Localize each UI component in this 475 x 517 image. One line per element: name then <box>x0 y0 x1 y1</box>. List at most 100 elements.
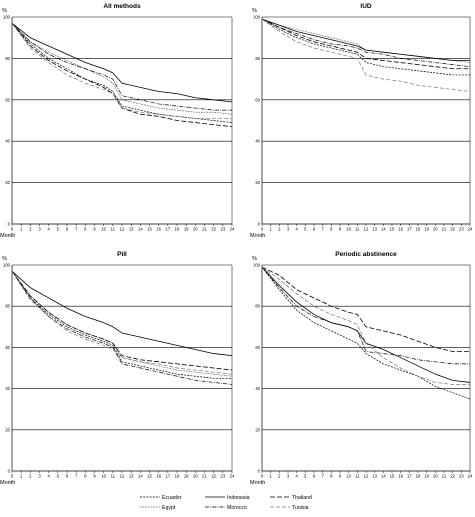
y-axis-label: % <box>2 256 7 262</box>
x-tick-label: 3 <box>287 474 290 479</box>
legend-label: Thailand <box>292 495 312 501</box>
x-tick-label: 4 <box>47 474 50 479</box>
x-tick-label: 3 <box>38 474 41 479</box>
y-tick-label: 100 <box>3 263 11 268</box>
x-tick-label: 14 <box>138 227 143 232</box>
x-tick-label: 14 <box>381 474 386 479</box>
x-axis-label: Month <box>0 233 15 239</box>
x-tick-label: 9 <box>339 474 342 479</box>
x-tick-label: 12 <box>364 227 369 232</box>
x-tick-label: 3 <box>287 227 290 232</box>
x-tick-label: 14 <box>138 474 143 479</box>
x-axis-label: Month <box>250 480 265 486</box>
x-tick-label: 16 <box>398 474 403 479</box>
x-tick-label: 13 <box>129 227 134 232</box>
x-tick-label: 19 <box>184 227 189 232</box>
series-line-indonesia <box>11 22 233 103</box>
series-line-egypt <box>11 22 233 115</box>
series-line-ecuador <box>261 18 470 76</box>
x-tick-label: 15 <box>390 227 395 232</box>
legend-label: Indonesia <box>227 495 250 501</box>
y-axis-label: % <box>252 8 257 14</box>
legend-item-thailand: Thailand <box>270 495 312 501</box>
x-tick-label: 9 <box>93 227 96 232</box>
x-tick-label: 21 <box>202 227 207 232</box>
y-tick-label: 80 <box>255 56 260 61</box>
x-tick-label: 24 <box>230 227 235 232</box>
x-tick-label: 7 <box>75 227 78 232</box>
x-tick-label: 17 <box>407 227 412 232</box>
legend-item-tunisia: Tunisia <box>270 505 309 511</box>
legend-item-indonesia: Indonesia <box>205 495 250 501</box>
x-tick-label: 18 <box>416 227 421 232</box>
series-line-thailand <box>11 22 233 128</box>
series-line-indonesia <box>261 18 470 61</box>
x-tick-label: 5 <box>57 474 60 479</box>
y-tick-label: 40 <box>5 139 10 144</box>
x-tick-label: 16 <box>156 474 161 479</box>
x-tick-label: 17 <box>165 474 170 479</box>
x-tick-label: 10 <box>346 227 351 232</box>
x-tick-label: 12 <box>120 227 125 232</box>
y-tick-label: 40 <box>255 386 260 391</box>
series-line-tunisia <box>261 266 470 385</box>
x-tick-label: 22 <box>450 227 455 232</box>
x-tick-label: 15 <box>147 474 152 479</box>
x-tick-label: 9 <box>339 227 342 232</box>
series-line-ecuador <box>11 270 232 379</box>
x-tick-label: 2 <box>278 474 281 479</box>
x-tick-label: 7 <box>75 474 78 479</box>
legend-item-egypt: Egypt <box>140 505 176 511</box>
x-tick-label: 0 <box>11 227 14 232</box>
legend-label: Morocco <box>227 505 247 511</box>
x-tick-label: 16 <box>156 227 161 232</box>
x-tick-label: 11 <box>111 227 116 232</box>
x-axis-label: Month <box>250 233 265 239</box>
x-tick-label: 3 <box>38 227 41 232</box>
x-tick-label: 13 <box>372 227 377 232</box>
x-tick-label: 20 <box>193 474 198 479</box>
series-line-tunisia <box>11 23 232 119</box>
x-tick-label: 12 <box>120 474 125 479</box>
y-tick-label: 20 <box>255 427 260 432</box>
series-line-tunisia <box>261 18 471 92</box>
legend-label: Egypt <box>162 505 176 511</box>
x-tick-label: 23 <box>459 474 464 479</box>
x-tick-label: 16 <box>398 227 403 232</box>
x-tick-label: 24 <box>230 474 235 479</box>
x-tick-label: 1 <box>269 474 272 479</box>
y-tick-label: 20 <box>5 427 10 432</box>
series-line-thailand <box>11 270 233 371</box>
y-axis-label: % <box>2 8 7 14</box>
x-tick-label: 8 <box>330 474 333 479</box>
x-tick-label: 11 <box>355 227 360 232</box>
x-tick-label: 21 <box>202 474 207 479</box>
y-tick-label: 60 <box>5 97 10 102</box>
x-tick-label: 18 <box>175 474 180 479</box>
x-tick-label: 24 <box>468 474 473 479</box>
x-tick-label: 10 <box>346 474 351 479</box>
series-line-ecuador <box>261 266 471 400</box>
y-tick-label: 60 <box>255 345 260 350</box>
x-tick-label: 23 <box>459 227 464 232</box>
x-tick-label: 10 <box>101 227 106 232</box>
x-tick-label: 24 <box>468 227 473 232</box>
x-tick-label: 2 <box>29 474 32 479</box>
series-line-egypt <box>11 270 233 377</box>
x-tick-label: 8 <box>84 227 87 232</box>
x-tick-label: 15 <box>147 227 152 232</box>
series-line-thailand <box>261 266 470 352</box>
x-tick-label: 7 <box>321 474 324 479</box>
x-tick-label: 2 <box>29 227 32 232</box>
x-tick-label: 5 <box>304 227 307 232</box>
y-tick-label: 80 <box>255 304 260 309</box>
series-line-tunisia <box>11 270 233 375</box>
series-line-ecuador <box>11 22 233 123</box>
x-tick-label: 0 <box>261 227 264 232</box>
x-tick-label: 19 <box>424 227 429 232</box>
x-tick-label: 23 <box>220 227 225 232</box>
